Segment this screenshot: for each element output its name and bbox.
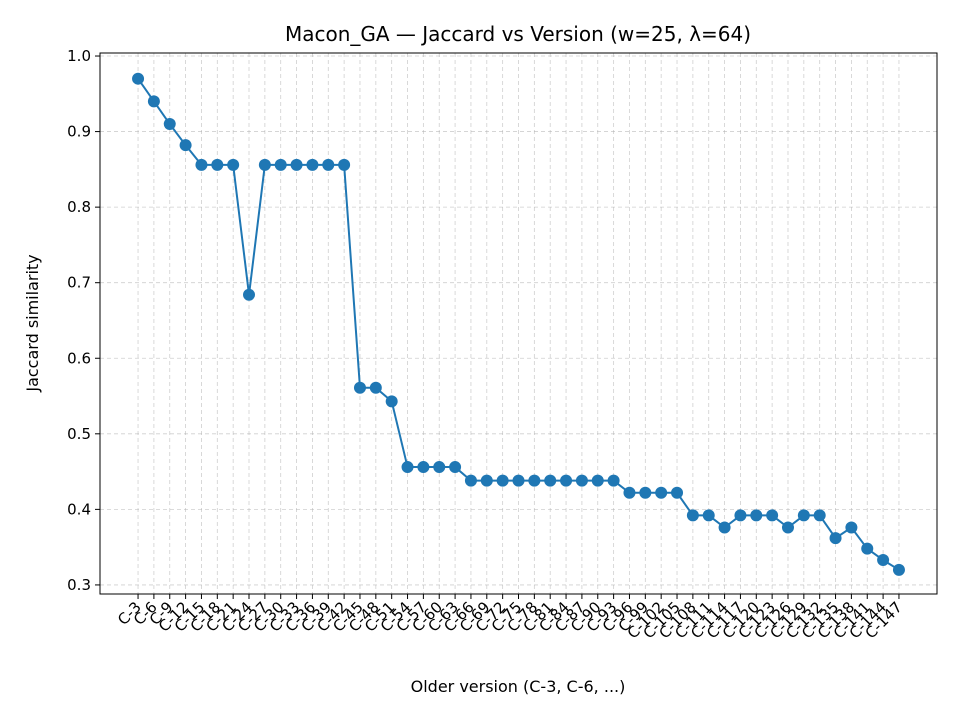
y-tick-label: 0.9 (67, 123, 91, 141)
data-point (322, 158, 335, 171)
data-point (401, 461, 414, 474)
data-point (338, 158, 351, 171)
data-point (147, 95, 160, 108)
y-tick-label: 0.3 (67, 576, 91, 594)
data-point (433, 461, 446, 474)
data-point (353, 381, 366, 394)
data-point (132, 72, 145, 85)
data-point (639, 486, 652, 499)
data-point (464, 474, 477, 487)
data-point (877, 553, 890, 566)
data-point (702, 509, 715, 522)
data-point (623, 486, 636, 499)
data-point (797, 509, 810, 522)
data-point (290, 158, 303, 171)
data-point (163, 118, 176, 131)
data-point (385, 395, 398, 408)
chart-title: Macon_GA — Jaccard vs Version (w=25, λ=6… (285, 22, 751, 46)
data-point (861, 542, 874, 555)
y-tick-label: 0.4 (67, 500, 91, 518)
data-point (845, 521, 858, 534)
data-point (892, 563, 905, 576)
data-point (243, 288, 256, 301)
data-point (766, 509, 779, 522)
y-tick-label: 1.0 (67, 47, 91, 65)
data-point (591, 474, 604, 487)
plot-frame (99, 52, 938, 595)
data-point (829, 532, 842, 545)
data-point (734, 509, 747, 522)
data-point (306, 158, 319, 171)
data-point (258, 158, 271, 171)
data-point (781, 521, 794, 534)
data-point (750, 509, 763, 522)
data-point (560, 474, 573, 487)
data-point (227, 158, 240, 171)
data-point (179, 139, 192, 152)
data-point (607, 474, 620, 487)
data-point (480, 474, 493, 487)
y-axis-label: Jaccard similarity (23, 254, 42, 392)
data-point (718, 521, 731, 534)
data-point (671, 486, 684, 499)
data-point (195, 158, 208, 171)
data-point (211, 158, 224, 171)
y-tick-label: 0.8 (67, 198, 91, 216)
y-tick-label: 0.6 (67, 349, 91, 367)
data-point (512, 474, 525, 487)
data-point (369, 381, 382, 394)
data-point (417, 461, 430, 474)
data-point (496, 474, 509, 487)
data-point (544, 474, 557, 487)
x-axis-label: Older version (C-3, C-6, ...) (411, 677, 626, 696)
y-tick-label: 0.7 (67, 274, 91, 292)
data-point (528, 474, 541, 487)
y-tick-label: 0.5 (67, 425, 91, 443)
data-point (449, 461, 462, 474)
data-point (655, 486, 668, 499)
data-point (686, 509, 699, 522)
data-point (274, 158, 287, 171)
data-point (575, 474, 588, 487)
data-point (813, 509, 826, 522)
